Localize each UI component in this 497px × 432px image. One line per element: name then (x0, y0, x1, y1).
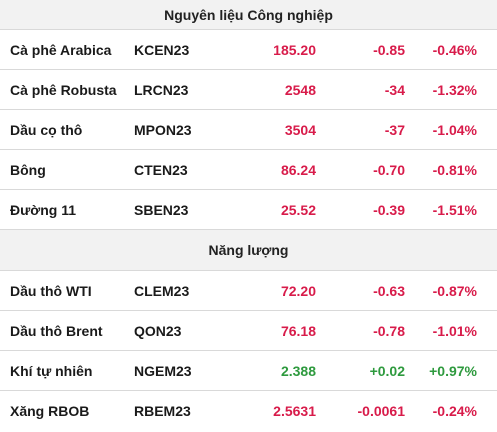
commodity-change-percent: -0.46% (432, 41, 477, 58)
commodity-change: -37 (384, 121, 405, 138)
table-row[interactable]: Đường 11 SBEN23 25.52 -0.39 -1.51% (0, 190, 497, 230)
commodity-code: RBEM23 (134, 403, 191, 419)
commodity-change-percent: +0.97% (429, 362, 477, 379)
commodity-name: Bông (10, 161, 46, 178)
commodity-code: LRCN23 (134, 81, 189, 98)
commodity-price: 2.5631 (273, 403, 316, 419)
commodity-change: -0.85 (373, 41, 405, 58)
table-row[interactable]: Cà phê Robusta LRCN23 2548 -34 -1.32% (0, 70, 497, 110)
commodity-price: 2.388 (280, 362, 316, 379)
commodity-change-percent: -1.01% (432, 322, 477, 339)
commodity-name: Cà phê Robusta (10, 81, 117, 98)
commodity-change-percent: -1.04% (432, 121, 477, 138)
commodity-code: CLEM23 (134, 282, 190, 299)
commodity-code: SBEN23 (134, 201, 189, 218)
commodity-name: Dầu thô Brent (10, 322, 103, 339)
section-header-energy: Năng lượng (0, 230, 497, 271)
commodity-code: QON23 (134, 322, 182, 339)
commodity-change-percent: -0.87% (432, 282, 477, 299)
commodity-name: Cà phê Arabica (10, 41, 112, 58)
commodity-change-percent: -0.81% (432, 161, 477, 178)
commodity-change: -0.0061 (357, 403, 405, 419)
commodity-change: -0.70 (373, 161, 405, 178)
commodity-change: -34 (384, 81, 405, 98)
commodity-code: MPON23 (134, 121, 192, 138)
commodity-code: KCEN23 (134, 41, 190, 58)
commodity-price: 86.24 (280, 161, 316, 178)
commodity-name: Dầu thô WTI (10, 282, 92, 299)
table-row[interactable]: Xăng RBOB RBEM23 2.5631 -0.0061 -0.24% (0, 391, 497, 431)
commodity-change: -0.63 (373, 282, 405, 299)
table-row[interactable]: Dầu thô Brent QON23 76.18 -0.78 -1.01% (0, 311, 497, 351)
table-row[interactable]: Cà phê Arabica KCEN23 185.20 -0.85 -0.46… (0, 30, 497, 70)
commodity-name: Đường 11 (10, 201, 76, 218)
commodity-change: +0.02 (369, 362, 405, 379)
table-row[interactable]: Khí tự nhiên NGEM23 2.388 +0.02 +0.97% (0, 351, 497, 391)
table-row[interactable]: Dầu thô WTI CLEM23 72.20 -0.63 -0.87% (0, 271, 497, 311)
commodity-change: -0.78 (373, 322, 405, 339)
commodity-price: 2548 (284, 81, 316, 98)
commodity-price: 3504 (284, 121, 316, 138)
commodity-change-percent: -0.24% (432, 403, 477, 419)
commodity-code: NGEM23 (134, 362, 192, 379)
section-header-industrial: Nguyên liệu Công nghiệp (0, 0, 497, 30)
table-row[interactable]: Dầu cọ thô MPON23 3504 -37 -1.04% (0, 110, 497, 150)
commodity-name: Xăng RBOB (10, 403, 90, 419)
commodity-code: CTEN23 (134, 161, 188, 178)
commodity-change: -0.39 (373, 201, 405, 218)
commodity-name: Khí tự nhiên (10, 362, 93, 379)
table-row[interactable]: Bông CTEN23 86.24 -0.70 -0.81% (0, 150, 497, 190)
commodity-name: Dầu cọ thô (10, 121, 83, 138)
commodity-price: 25.52 (280, 201, 316, 218)
commodity-price: 185.20 (273, 41, 316, 58)
commodity-price: 72.20 (280, 282, 316, 299)
section-title: Năng lượng (208, 242, 289, 258)
section-title: Nguyên liệu Công nghiệp (164, 6, 333, 23)
commodity-change-percent: -1.32% (432, 81, 477, 98)
commodity-change-percent: -1.51% (432, 201, 477, 218)
commodity-price: 76.18 (280, 322, 316, 339)
